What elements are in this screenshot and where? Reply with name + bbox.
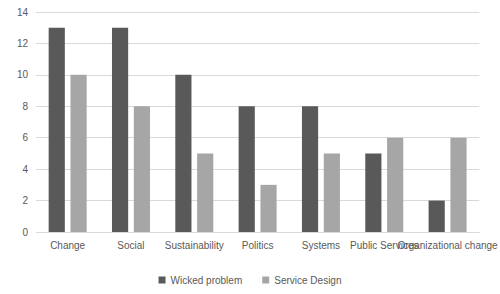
svg-text:10: 10 (17, 69, 29, 80)
svg-text:14: 14 (17, 7, 29, 18)
svg-text:6: 6 (22, 132, 28, 143)
svg-text:Systems: Systems (302, 240, 340, 251)
svg-text:Sustainability: Sustainability (165, 240, 224, 251)
svg-text:12: 12 (17, 38, 29, 49)
svg-text:0: 0 (22, 227, 28, 238)
svg-text:Politics: Politics (242, 240, 274, 251)
svg-text:2: 2 (22, 195, 28, 206)
svg-text:Public Services: Public Services (350, 239, 419, 251)
svg-text:Change: Change (50, 240, 85, 251)
svg-text:Social: Social (117, 240, 144, 251)
svg-text:Wicked problem: Wicked problem (171, 275, 243, 286)
svg-text:Service Design: Service Design (274, 275, 341, 286)
svg-text:4: 4 (22, 164, 28, 175)
svg-text:8: 8 (22, 101, 28, 112)
svg-text:Organizational change: Organizational change (398, 240, 499, 251)
